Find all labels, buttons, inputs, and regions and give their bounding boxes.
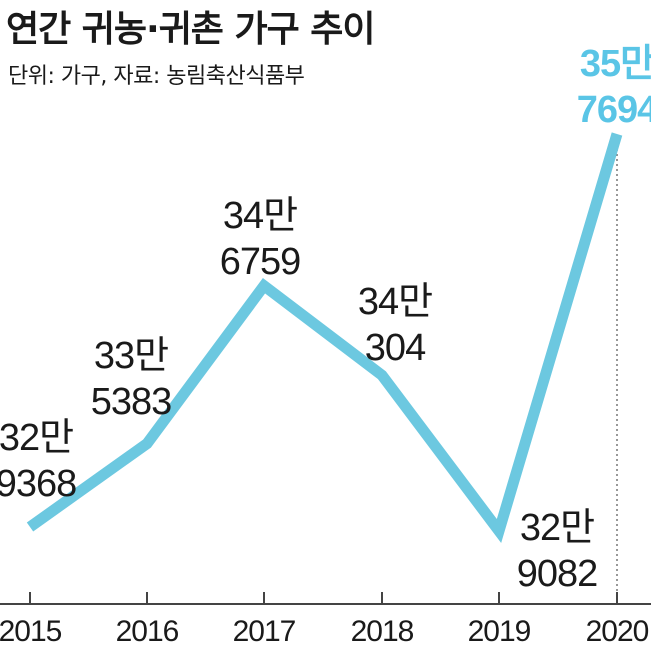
data-label-man: 34만 <box>223 195 297 237</box>
x-tick-label: 2020 <box>586 615 649 647</box>
data-label-rest: 7694 <box>577 89 651 131</box>
data-label-rest: 9368 <box>0 463 76 505</box>
x-ticks <box>29 592 618 604</box>
chart-subtitle: 단위: 가구, 자료: 농림축산식품부 <box>8 64 305 89</box>
data-label-man: 33만 <box>94 335 168 377</box>
x-tick-labels: 2015 2016 2017 2018 2019 2020 <box>0 615 650 647</box>
series-line <box>26 132 623 544</box>
data-labels: 32만936833만538334만675934만30432만908235만769… <box>0 43 651 595</box>
x-tick-label: 2018 <box>351 615 414 647</box>
x-tick-label: 2015 <box>0 615 62 647</box>
x-tick-label: 2016 <box>116 615 179 647</box>
data-label-rest: 5383 <box>91 381 172 423</box>
data-label-man: 32만 <box>0 417 73 459</box>
data-label-man: 35만 <box>580 43 651 85</box>
chart-title: 연간 귀농·귀촌 가구 추이 <box>6 9 375 50</box>
x-tick-label: 2017 <box>233 615 296 647</box>
data-label-man: 32만 <box>520 507 594 549</box>
data-label-rest: 9082 <box>517 553 598 595</box>
data-label-rest: 6759 <box>220 241 301 283</box>
data-label-rest: 304 <box>365 327 426 369</box>
x-tick-label: 2019 <box>468 615 531 647</box>
data-label-man: 34만 <box>358 281 432 323</box>
